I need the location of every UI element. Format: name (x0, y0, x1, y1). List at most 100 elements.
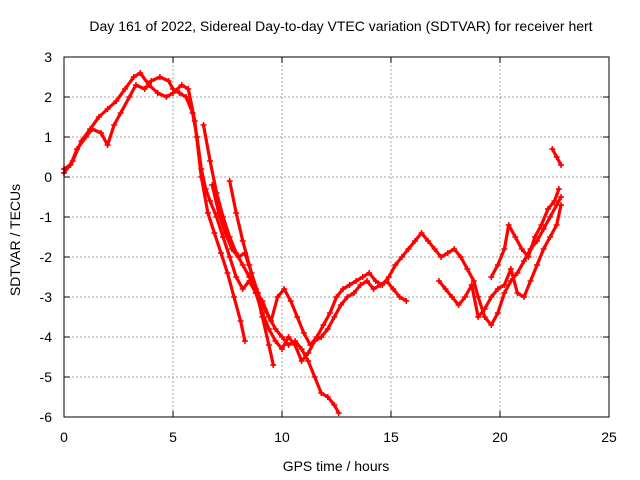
data-point (555, 186, 562, 192)
data-point (98, 130, 105, 136)
data-point (246, 262, 253, 268)
data-point (549, 146, 556, 152)
data-point (239, 262, 246, 268)
data-point (87, 126, 94, 132)
y-tick-label: 0 (44, 169, 52, 185)
data-point (346, 282, 353, 288)
data-point (148, 78, 155, 84)
data-point (405, 246, 412, 252)
data-point (527, 278, 534, 284)
data-point (353, 278, 360, 284)
y-axis-label: SDTVAR / TECUs (7, 184, 23, 296)
data-point (442, 286, 449, 292)
series-trace-2 (61, 70, 248, 344)
y-tick-label: -2 (40, 249, 53, 265)
data-point (272, 338, 279, 344)
data-point (265, 326, 272, 332)
data-point (344, 294, 351, 300)
data-point (146, 82, 153, 88)
data-point (350, 290, 357, 296)
data-point (231, 294, 238, 300)
data-point (547, 214, 554, 220)
data-point (141, 86, 148, 92)
data-point (117, 110, 124, 116)
data-point (305, 358, 312, 364)
data-point (224, 270, 231, 276)
data-point (279, 334, 285, 340)
data-point (518, 246, 525, 252)
data-point (298, 346, 305, 352)
data-point (331, 402, 338, 408)
data-point (300, 330, 307, 336)
data-point (270, 362, 277, 368)
data-point (488, 274, 495, 280)
data-point (468, 282, 475, 288)
data-point (494, 286, 501, 292)
data-point (324, 326, 331, 332)
data-point (444, 250, 451, 256)
data-point (501, 282, 508, 288)
series-trace-8 (549, 146, 565, 168)
y-tick-label: -1 (40, 209, 53, 225)
data-point (122, 86, 129, 92)
data-point (292, 342, 299, 348)
data-point (544, 206, 551, 212)
series-trace-1 (61, 74, 342, 416)
data-point (233, 274, 240, 280)
data-point (220, 234, 227, 240)
series-trace-7 (488, 186, 562, 280)
data-point (209, 182, 216, 188)
data-point (558, 202, 565, 208)
data-point (385, 274, 392, 280)
data-point (494, 310, 501, 316)
data-point (239, 286, 246, 292)
data-point (78, 138, 85, 144)
series-line (228, 179, 275, 367)
data-point (507, 266, 514, 272)
data-point (525, 254, 532, 260)
data-point (553, 222, 560, 228)
data-point (185, 86, 192, 92)
data-point (488, 294, 495, 300)
y-tick-label: -5 (40, 369, 53, 385)
data-point (538, 222, 545, 228)
data-point (285, 334, 292, 340)
data-point (455, 302, 462, 308)
data-point (403, 298, 410, 304)
data-point (411, 238, 418, 244)
y-tick-label: 1 (44, 129, 52, 145)
data-point (470, 278, 477, 284)
y-tick-label: -6 (40, 409, 53, 425)
data-point (540, 226, 547, 232)
data-point (252, 286, 259, 292)
data-point (390, 286, 397, 292)
data-point (170, 90, 176, 96)
data-point (449, 294, 456, 300)
data-point (357, 282, 364, 288)
data-point (226, 178, 233, 184)
data-point (104, 106, 111, 112)
data-point (501, 290, 508, 296)
data-point (451, 246, 458, 252)
x-tick-label: 15 (383, 429, 399, 445)
data-point (475, 294, 482, 300)
data-point (359, 274, 366, 280)
data-point (163, 94, 170, 100)
data-point (514, 290, 521, 296)
data-point (396, 294, 403, 300)
x-tick-label: 20 (492, 429, 508, 445)
data-point (237, 318, 244, 324)
data-point (481, 314, 488, 320)
data-point (425, 238, 432, 244)
data-point (370, 286, 377, 292)
y-tick-label: 2 (44, 89, 52, 105)
data-point (438, 254, 445, 260)
x-tick-label: 5 (169, 429, 177, 445)
data-point (340, 286, 347, 292)
series-line (437, 203, 563, 319)
data-point (318, 390, 325, 396)
data-point (226, 254, 233, 260)
x-tick-label: 10 (274, 429, 290, 445)
data-point (372, 278, 379, 284)
data-point (364, 278, 371, 284)
